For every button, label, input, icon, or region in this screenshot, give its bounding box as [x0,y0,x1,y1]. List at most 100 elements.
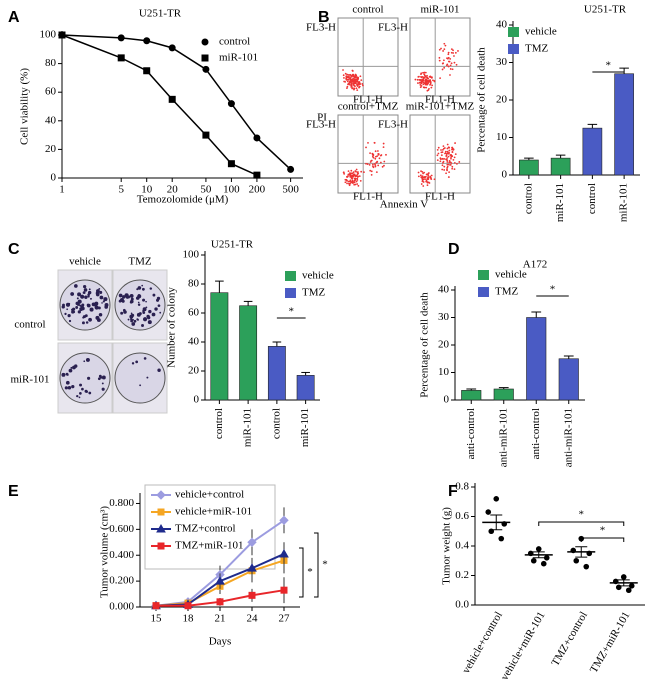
marker [201,54,209,62]
bar [267,346,286,401]
flow-dot [343,80,346,83]
flow-dot [349,173,352,176]
x-tick-label: control [270,408,282,439]
marker [215,576,225,585]
x-tick-label: 15 [151,613,163,625]
flow-dot [439,77,441,80]
colony [75,301,80,306]
flow-dot [450,48,453,50]
flow-dot [455,63,458,66]
flow-dot [381,165,384,168]
flow-dot [426,74,428,77]
flow-dot [355,168,358,171]
x-tick-label: 1 [59,184,65,196]
flow-dot [425,76,428,79]
flow-dot [352,78,354,81]
colony [88,317,92,322]
colony [64,386,68,390]
flow-plot-frame [337,114,399,194]
y-tick-label: 30 [438,311,450,323]
flow-dot [443,42,446,45]
sem-bar [532,551,545,559]
flow-dot [420,72,423,75]
marker [143,67,151,75]
flow-dot [420,84,423,87]
colony [118,299,122,303]
y-tick-label: 0 [51,172,57,184]
flow-dot [350,169,353,172]
flow-dot [419,84,422,86]
series-line [61,34,292,170]
flow-dot [353,80,356,83]
flow-dot [419,79,421,81]
legend-label: TMZ [302,287,326,299]
y-tick-label: 10 [438,366,450,378]
colony [121,299,125,303]
data-point [543,555,550,561]
error-bar [215,280,224,293]
flow-dot [427,176,430,179]
flow-dot [442,59,445,62]
error-bar [301,371,310,376]
flow-dot [358,85,361,88]
colony [142,317,148,322]
flow-dot [437,146,440,149]
flow-dot [347,180,350,183]
flow-dot [439,160,442,163]
y-tick-label: 0.800 [109,497,134,509]
bar [519,159,539,176]
bar [550,157,571,176]
colony [89,307,94,312]
legend-label: vehicle [525,26,557,38]
colony [127,318,130,321]
flow-dot [351,74,354,77]
flow-dot [418,75,420,78]
flow-dot [375,171,378,173]
colony [121,295,126,299]
data-point [498,535,505,542]
flow-dot [374,165,377,168]
flow-dot [353,181,356,184]
error-bar [531,311,542,318]
flow-dot [420,80,423,83]
flow-dot [342,74,345,77]
flow-dot [452,148,455,151]
marker [157,542,165,550]
flow-dot [425,179,428,182]
colony [101,302,103,304]
flow-dot [443,165,446,168]
data-point [540,560,547,567]
x-tick-label: miR-101 [299,408,311,447]
colony [133,319,137,323]
marker [202,65,210,73]
flow-dot [453,55,455,57]
flow-dot [451,167,454,170]
x-axis-label: Days [209,636,232,648]
colony [146,376,149,379]
bar [239,305,258,401]
colony [120,311,124,315]
colony [130,318,133,321]
colony [87,290,92,295]
flow-dot [426,173,429,176]
flow-dot [348,172,351,175]
flow-dot [347,83,350,85]
flow-dot [421,78,423,81]
colony [87,376,91,380]
marker [279,548,289,558]
colony-col: vehicle [69,256,101,268]
colony [74,364,78,368]
marker [279,515,289,526]
flow-dot [383,164,385,167]
flow-dot [374,155,377,158]
colony [84,295,88,299]
colony-row: miR-101 [10,374,49,386]
flow-dot [449,58,452,60]
flow-dot [372,156,375,159]
significance-star: * [600,525,606,537]
flow-dot [424,71,427,74]
flow-dot [449,161,452,164]
colony [97,306,101,310]
flow-dot [429,81,432,84]
y-tick-label: 40 [188,336,200,348]
